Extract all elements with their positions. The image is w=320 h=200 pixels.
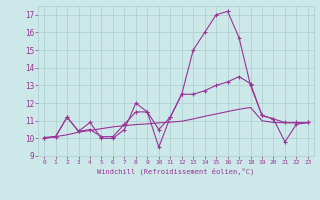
X-axis label: Windchill (Refroidissement éolien,°C): Windchill (Refroidissement éolien,°C) (97, 168, 255, 175)
